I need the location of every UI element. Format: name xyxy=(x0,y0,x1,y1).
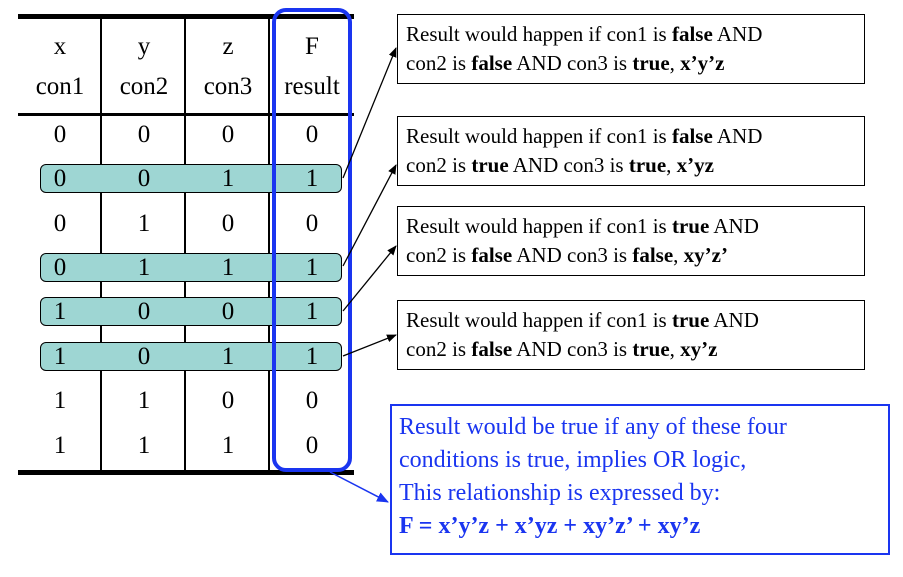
callout-box-3: Result would happen if con1 is true AND … xyxy=(397,206,865,276)
table-cell: 0 xyxy=(137,121,151,148)
arrow-row4-to-callout3 xyxy=(342,245,397,312)
highlighted-row-3 xyxy=(40,253,342,282)
table-cell: 1 xyxy=(305,165,319,192)
summary-line-2: conditions is true, implies OR logic, xyxy=(399,447,747,473)
summary-line-1: Result would be true if any of these fou… xyxy=(399,414,787,440)
table-header-rule xyxy=(18,113,354,116)
table-cell: 0 xyxy=(221,387,235,414)
summary-line-3: This relationship is expressed by: xyxy=(399,480,721,506)
table-top-rule xyxy=(18,14,354,19)
arrow-row5-to-callout4 xyxy=(342,334,397,357)
table-cell: 1 xyxy=(221,432,235,459)
table-cell: 0 xyxy=(137,343,151,370)
table-cell: 0 xyxy=(221,210,235,237)
column-divider xyxy=(100,14,102,475)
header-var-f: F xyxy=(305,33,319,60)
header-name-con2: con2 xyxy=(119,73,169,100)
table-cell: 0 xyxy=(305,387,319,414)
header-var-z: z xyxy=(222,33,234,60)
table-cell: 0 xyxy=(305,210,319,237)
table-cell: 1 xyxy=(53,387,67,414)
table-cell: 1 xyxy=(137,210,151,237)
table-bottom-rule xyxy=(18,470,354,475)
table-cell: 0 xyxy=(305,432,319,459)
table-cell: 1 xyxy=(137,254,151,281)
column-divider xyxy=(184,14,186,475)
table-cell: 1 xyxy=(221,254,235,281)
result-column-outline xyxy=(272,8,352,472)
header-name-con3: con3 xyxy=(203,73,253,100)
header-name-con1: con1 xyxy=(35,73,85,100)
table-cell: 1 xyxy=(53,343,67,370)
table-cell: 0 xyxy=(137,298,151,325)
table-cell: 1 xyxy=(305,298,319,325)
table-cell: 1 xyxy=(53,298,67,325)
table-cell: 0 xyxy=(137,165,151,192)
table-cell: 0 xyxy=(53,121,67,148)
callout-box-1: Result would happen if con1 is false AND… xyxy=(397,14,865,84)
table-cell: 0 xyxy=(221,298,235,325)
callout-box-2: Result would happen if con1 is false AND… xyxy=(397,116,865,186)
highlighted-row-1 xyxy=(40,164,342,193)
highlighted-row-5 xyxy=(40,342,342,371)
arrow-row3-to-callout2 xyxy=(342,164,397,267)
table-cell: 1 xyxy=(137,432,151,459)
highlighted-row-4 xyxy=(40,297,342,326)
summary-equation: F = x’y’z + x’yz + xy’z’ + xy’z xyxy=(399,513,701,539)
table-cell: 0 xyxy=(221,121,235,148)
header-var-y: y xyxy=(137,33,151,60)
table-cell: 0 xyxy=(53,165,67,192)
callout-box-4: Result would happen if con1 is true AND … xyxy=(397,300,865,370)
summary-box: Result would be true if any of these fou… xyxy=(390,404,890,555)
table-cell: 1 xyxy=(221,165,235,192)
table-cell: 0 xyxy=(305,121,319,148)
table-cell: 1 xyxy=(53,432,67,459)
table-cell: 0 xyxy=(53,254,67,281)
arrow-row1-to-callout1 xyxy=(342,47,397,179)
table-cell: 0 xyxy=(53,210,67,237)
arrow-column-to-summary xyxy=(329,471,389,503)
column-divider xyxy=(268,14,270,475)
header-var-x: x xyxy=(53,33,67,60)
table-cell: 1 xyxy=(137,387,151,414)
table-cell: 1 xyxy=(305,254,319,281)
header-name-result: result xyxy=(284,73,340,100)
table-cell: 1 xyxy=(305,343,319,370)
table-cell: 1 xyxy=(221,343,235,370)
